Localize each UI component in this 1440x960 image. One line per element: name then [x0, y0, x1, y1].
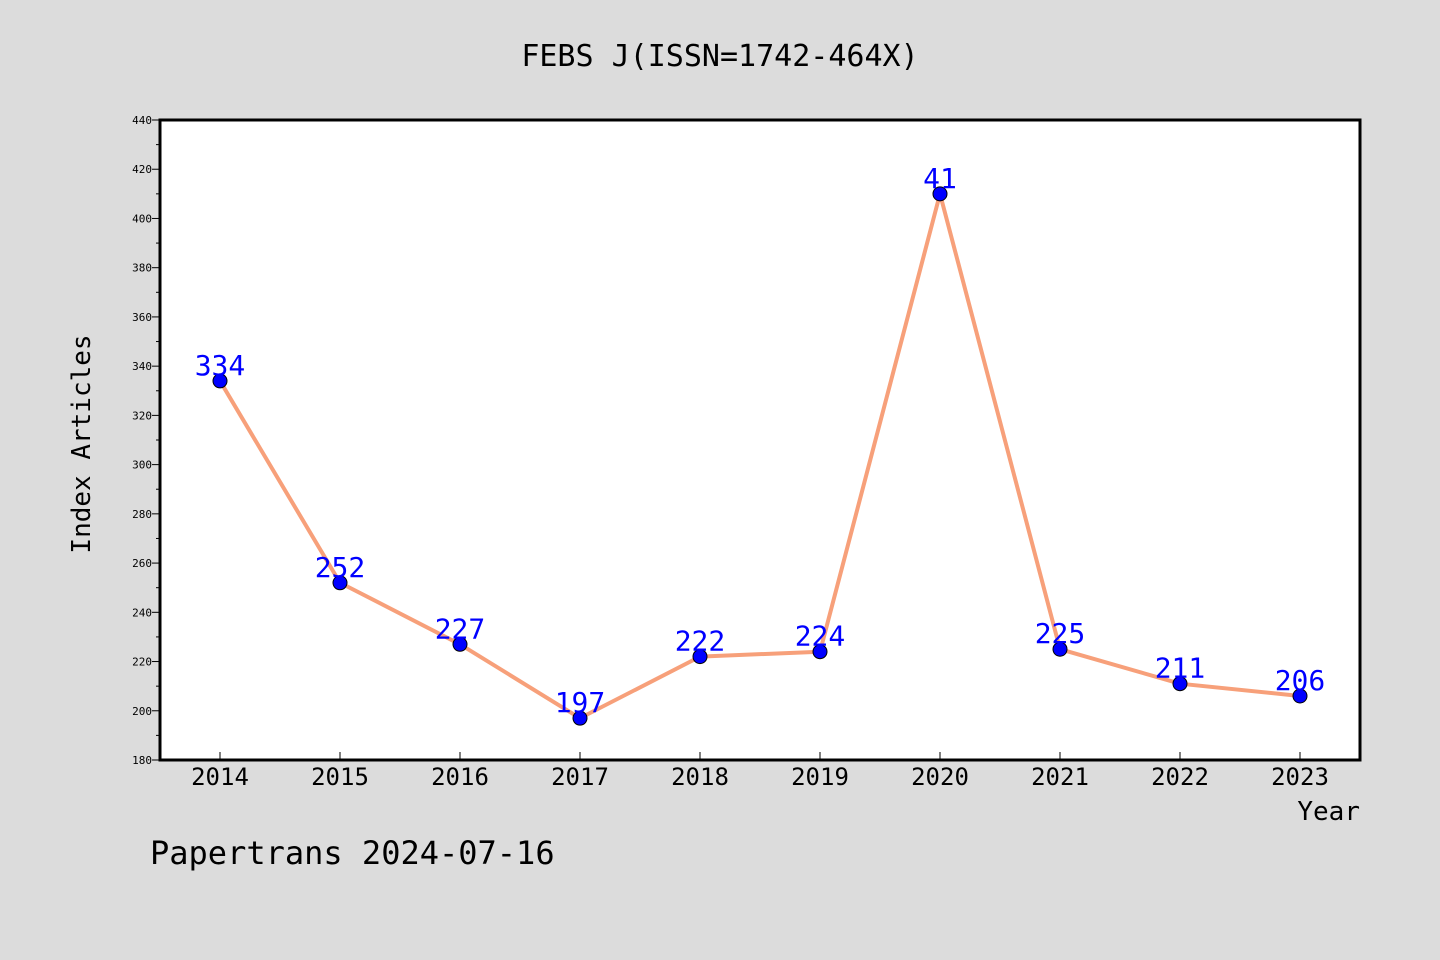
y-axis: 180 200 220 240 260 280 300 320 340 360 380 400 420 4…	[132, 114, 160, 767]
series-index-articles: 334 252 227 197 222 224 41 225 211 206	[195, 162, 1326, 726]
y-axis-label: Index Articles	[67, 334, 97, 553]
x-tick-label: 2019	[791, 763, 849, 791]
data-label: 334	[195, 349, 246, 382]
x-tick-label: 2020	[911, 763, 969, 791]
y-tick-label: 180	[132, 754, 152, 767]
data-label: 252	[315, 551, 366, 584]
data-label: 222	[675, 625, 726, 658]
data-label: 206	[1275, 664, 1326, 697]
data-point	[1172, 676, 1188, 692]
data-point	[452, 636, 468, 652]
data-label: 197	[555, 686, 606, 719]
y-tick-label: 260	[132, 557, 152, 570]
x-tick-label: 2015	[311, 763, 369, 791]
x-tick-label: 2018	[671, 763, 729, 791]
watermark: Papertrans 2024-07-16	[150, 834, 555, 872]
data-point	[932, 186, 948, 202]
y-tick-label: 240	[132, 606, 152, 619]
y-tick-label: 280	[132, 508, 152, 521]
x-axis-label: Year	[1297, 797, 1360, 827]
chart-title: FEBS J(ISSN=1742-464X)	[521, 39, 918, 74]
y-tick-label: 360	[132, 311, 152, 324]
data-label: 224	[795, 620, 846, 653]
data-point	[1052, 641, 1068, 657]
x-axis: 2014 2015 2016 2017 2018 2019 2020 2021 2022 2023	[191, 752, 1329, 791]
data-point	[572, 710, 588, 726]
x-tick-label: 2022	[1151, 763, 1209, 791]
data-point	[1292, 688, 1308, 704]
data-label: 225	[1035, 617, 1086, 650]
x-tick-label: 2023	[1271, 763, 1329, 791]
data-label: 227	[435, 612, 486, 645]
data-point	[212, 373, 228, 389]
y-tick-label: 200	[132, 705, 152, 718]
y-tick-label: 340	[132, 360, 152, 373]
y-tick-label: 440	[132, 114, 152, 127]
y-tick-label: 220	[132, 656, 152, 669]
y-tick-label: 400	[132, 212, 152, 225]
data-label: 41	[923, 162, 957, 195]
data-label: 211	[1155, 652, 1206, 685]
data-point	[332, 575, 348, 591]
data-point	[812, 644, 828, 660]
x-tick-label: 2014	[191, 763, 249, 791]
series-line	[218, 191, 1301, 721]
y-tick-label: 300	[132, 459, 152, 472]
x-tick-label: 2017	[551, 763, 609, 791]
y-tick-label: 380	[132, 262, 152, 275]
x-tick-label: 2016	[431, 763, 489, 791]
data-point	[692, 649, 708, 665]
y-tick-label: 420	[132, 163, 152, 176]
y-tick-label: 320	[132, 409, 152, 422]
x-tick-label: 2021	[1031, 763, 1089, 791]
